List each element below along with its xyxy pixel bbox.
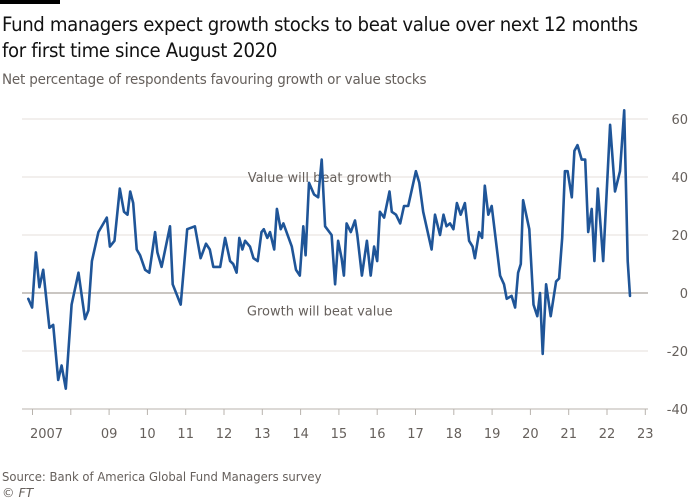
y-tick-label: -20 [667,345,688,360]
x-tick-label: 15 [331,427,348,442]
y-tick-label: 60 [671,113,688,128]
copyright-note: © FT [2,485,34,500]
series-line [27,109,632,390]
y-axis-ticks: 60 40 20 0 -20 -40 [667,113,688,418]
x-tick-label: 17 [407,427,424,442]
x-tick-label: 22 [599,427,616,442]
x-tick-label: 20 [522,427,539,442]
gridlines [22,118,648,410]
chart-title: Fund managers expect growth stocks to be… [2,12,649,64]
x-tick-label: 12 [216,427,233,442]
source-note: Source: Bank of America Global Fund Mana… [2,469,322,484]
chart-title-line-2: for first time since August 2020 [2,39,277,62]
x-tick-label: 21 [560,427,577,442]
x-tick-label: 18 [446,427,463,442]
y-tick-label: -40 [667,403,688,418]
y-tick-label: 20 [671,229,688,244]
x-tick-label: 2007 [30,427,63,442]
y-tick-label: 0 [680,287,688,302]
ft-brand-bar [0,0,60,4]
x-axis: 2007 09 10 11 12 13 14 15 16 17 18 19 20 21 22 23 [30,409,654,442]
x-tick-label: 23 [637,427,654,442]
chart-subtitle: Net percentage of respondents favouring … [2,72,427,88]
chart-title-line-1: Fund managers expect growth stocks to be… [2,13,638,36]
x-tick-label: 10 [139,427,156,442]
x-tick-label: 13 [254,427,271,442]
x-tick-label: 09 [101,427,118,442]
x-tick-label: 11 [177,427,194,442]
x-tick-label: 14 [292,427,309,442]
x-tick-label: 16 [369,427,386,442]
annotation-label: Growth will beat value [247,304,393,319]
x-tick-label: 19 [484,427,501,442]
series-group [27,109,632,390]
y-tick-label: 40 [671,171,688,186]
